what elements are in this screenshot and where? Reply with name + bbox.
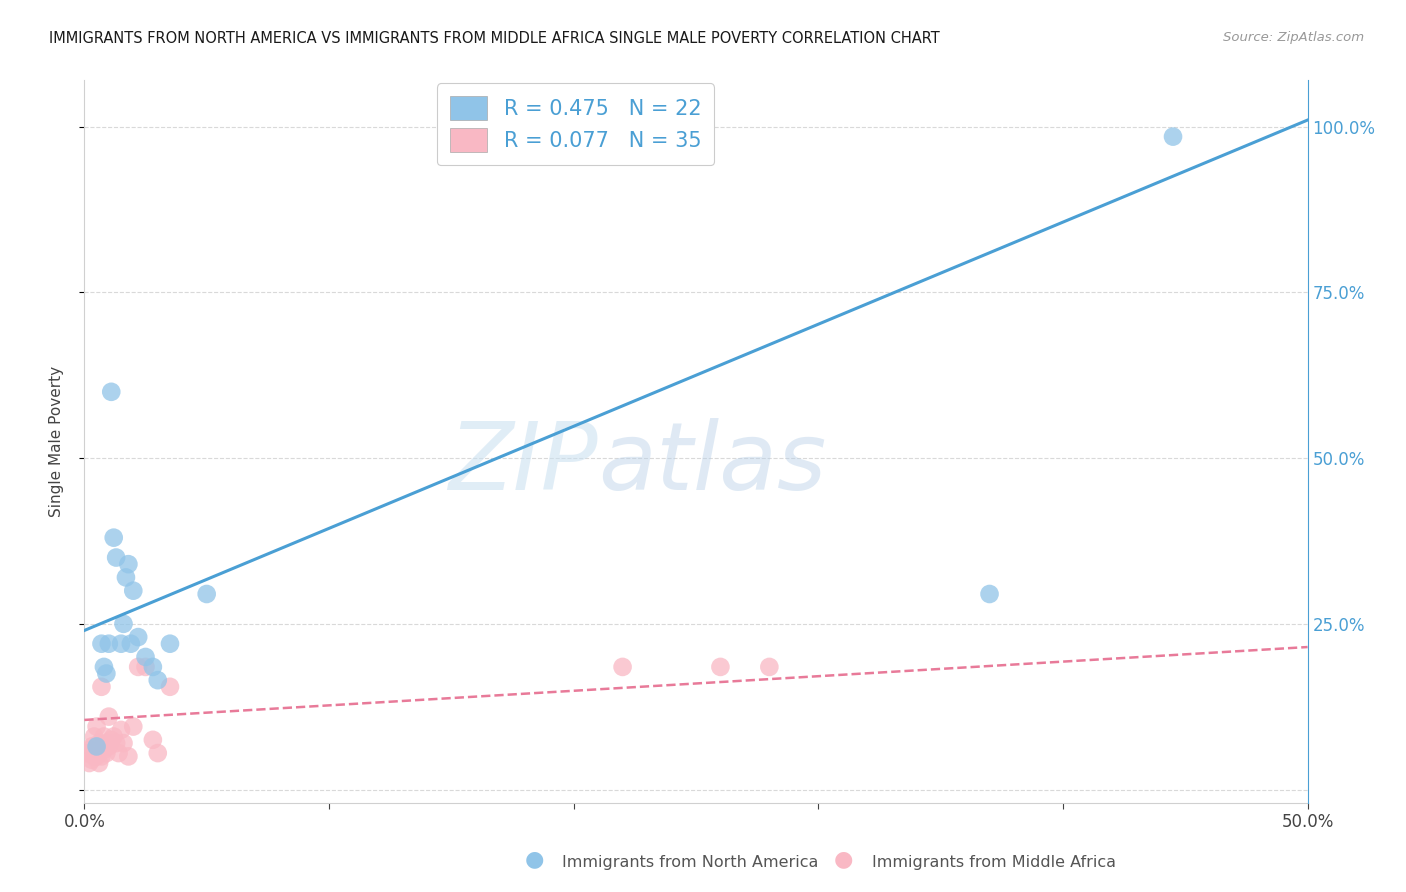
Point bbox=[110, 637, 132, 651]
Text: ZIP: ZIP bbox=[449, 417, 598, 508]
Point bbox=[107, 746, 129, 760]
Point bbox=[87, 736, 110, 750]
Point bbox=[112, 616, 135, 631]
Point bbox=[86, 739, 108, 754]
Point bbox=[93, 730, 115, 744]
Point bbox=[97, 709, 120, 723]
Point bbox=[112, 736, 135, 750]
Point bbox=[96, 746, 118, 760]
Point bbox=[76, 746, 98, 760]
Point bbox=[159, 680, 181, 694]
Point bbox=[122, 720, 145, 734]
Point bbox=[142, 660, 165, 674]
Point bbox=[117, 749, 139, 764]
Point bbox=[80, 739, 103, 754]
Point bbox=[97, 637, 120, 651]
Point bbox=[159, 637, 181, 651]
Point bbox=[100, 384, 122, 399]
Point bbox=[105, 736, 128, 750]
Point bbox=[103, 531, 125, 545]
Point bbox=[135, 660, 157, 674]
Text: IMMIGRANTS FROM NORTH AMERICA VS IMMIGRANTS FROM MIDDLE AFRICA SINGLE MALE POVER: IMMIGRANTS FROM NORTH AMERICA VS IMMIGRA… bbox=[49, 31, 941, 46]
Point bbox=[86, 749, 108, 764]
Point bbox=[120, 637, 142, 651]
Point bbox=[77, 743, 100, 757]
Point bbox=[117, 557, 139, 571]
Point bbox=[100, 732, 122, 747]
Point bbox=[146, 746, 169, 760]
Point bbox=[90, 680, 112, 694]
Text: Source: ZipAtlas.com: Source: ZipAtlas.com bbox=[1223, 31, 1364, 45]
Point bbox=[90, 637, 112, 651]
Point bbox=[612, 660, 634, 674]
Point bbox=[90, 749, 112, 764]
Point bbox=[110, 723, 132, 737]
Point bbox=[709, 660, 731, 674]
Point bbox=[103, 730, 125, 744]
Point bbox=[93, 660, 115, 674]
Point bbox=[142, 732, 165, 747]
Text: ●: ● bbox=[524, 850, 544, 870]
Point bbox=[115, 570, 138, 584]
Point bbox=[979, 587, 1001, 601]
Point bbox=[122, 583, 145, 598]
Point bbox=[127, 660, 149, 674]
Point bbox=[146, 673, 169, 688]
Point bbox=[93, 743, 115, 757]
Point bbox=[127, 630, 149, 644]
Point bbox=[105, 550, 128, 565]
Text: atlas: atlas bbox=[598, 417, 827, 508]
Text: Immigrants from North America: Immigrants from North America bbox=[562, 855, 818, 870]
Point bbox=[96, 666, 118, 681]
Legend: R = 0.475   N = 22, R = 0.077   N = 35: R = 0.475 N = 22, R = 0.077 N = 35 bbox=[437, 84, 714, 165]
Point bbox=[758, 660, 780, 674]
Point bbox=[96, 736, 118, 750]
Point bbox=[86, 720, 108, 734]
Point bbox=[83, 730, 105, 744]
Point bbox=[97, 739, 120, 754]
Point bbox=[195, 587, 218, 601]
Text: Immigrants from Middle Africa: Immigrants from Middle Africa bbox=[872, 855, 1116, 870]
Point bbox=[87, 756, 110, 770]
Point bbox=[77, 756, 100, 770]
Text: ●: ● bbox=[834, 850, 853, 870]
Y-axis label: Single Male Poverty: Single Male Poverty bbox=[49, 366, 63, 517]
Point bbox=[83, 749, 105, 764]
Point bbox=[135, 650, 157, 665]
Point bbox=[80, 753, 103, 767]
Point bbox=[1161, 129, 1184, 144]
